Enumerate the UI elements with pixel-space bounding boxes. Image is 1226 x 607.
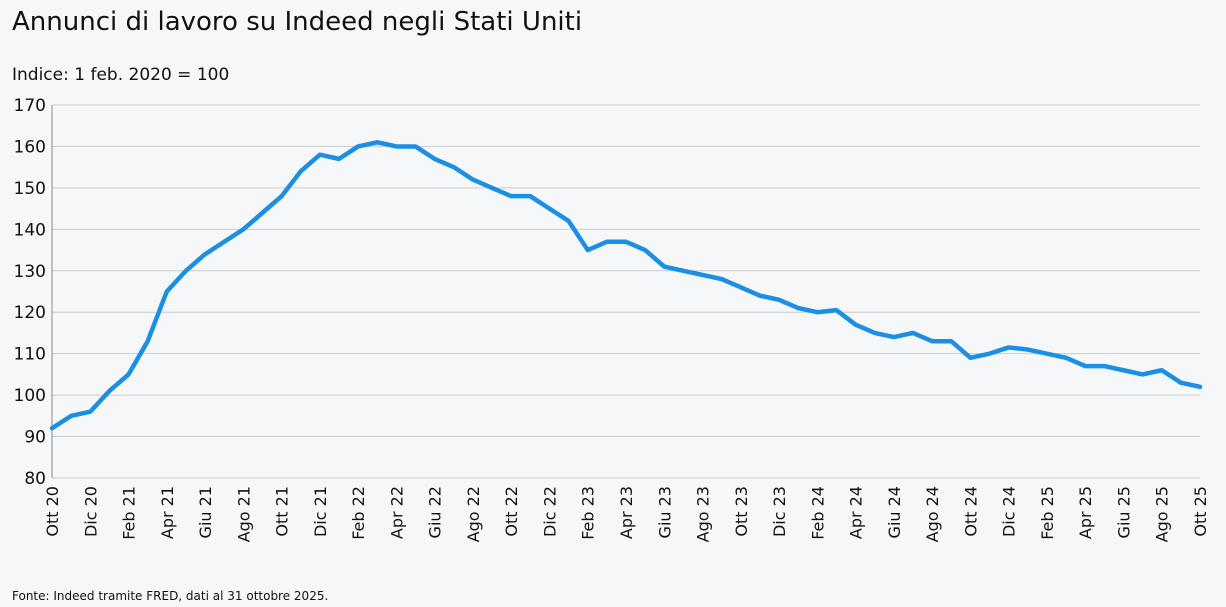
x-tick-label: Apr 24 xyxy=(847,486,866,539)
x-tick-label: Apr 22 xyxy=(387,486,406,539)
y-tick-label: 170 xyxy=(14,96,46,116)
x-tick-label: Dic 23 xyxy=(770,486,789,537)
y-tick-label: 130 xyxy=(14,262,46,282)
x-tick-label: Feb 23 xyxy=(579,486,598,540)
x-tick-label: Giu 23 xyxy=(655,486,674,538)
x-tick-label: Apr 25 xyxy=(1076,486,1095,539)
x-tick-label: Giu 24 xyxy=(885,486,904,538)
x-tick-label: Ott 20 xyxy=(43,486,62,537)
x-tick-label: Giu 25 xyxy=(1114,486,1133,538)
y-tick-label: 120 xyxy=(14,303,46,323)
y-tick-label: 110 xyxy=(14,345,46,365)
x-tick-label: Ago 21 xyxy=(234,486,253,542)
x-tick-label: Ott 22 xyxy=(502,486,521,537)
x-tick-label: Dic 20 xyxy=(81,486,100,537)
y-tick-label: 100 xyxy=(14,386,46,406)
x-tick-label: Ott 21 xyxy=(273,486,292,537)
data-line xyxy=(49,140,1203,431)
x-tick-label: Ott 24 xyxy=(961,486,980,537)
x-tick-label: Feb 25 xyxy=(1038,486,1057,540)
x-tick-label: Ago 23 xyxy=(694,486,713,542)
x-tick-label: Feb 21 xyxy=(120,486,139,540)
x-tick-label: Feb 24 xyxy=(808,486,827,540)
x-tick-label: Apr 21 xyxy=(158,486,177,539)
x-tick-label: Giu 22 xyxy=(426,486,445,538)
x-tick-label: Feb 22 xyxy=(349,486,368,540)
x-tick-label: Dic 22 xyxy=(540,486,559,537)
x-tick-label: Ago 22 xyxy=(464,486,483,542)
y-tick-label: 150 xyxy=(14,179,46,199)
source-note: Fonte: Indeed tramite FRED, dati al 31 o… xyxy=(12,589,328,603)
y-tick-label: 160 xyxy=(14,137,46,157)
chart-subtitle: Indice: 1 feb. 2020 = 100 xyxy=(12,65,229,85)
chart-title: Annunci di lavoro su Indeed negli Stati … xyxy=(12,7,582,37)
x-tick-label: Ago 24 xyxy=(923,486,942,542)
x-tick-label: Apr 23 xyxy=(617,486,636,539)
x-tick-label: Giu 21 xyxy=(196,486,215,538)
x-tick-label: Dic 21 xyxy=(311,486,330,537)
x-tick-label: Ago 25 xyxy=(1153,486,1172,542)
y-tick-label: 80 xyxy=(24,469,46,489)
y-tick-label: 90 xyxy=(24,428,46,448)
x-tick-label: Ott 23 xyxy=(732,486,751,537)
x-tick-label: Dic 24 xyxy=(1000,486,1019,537)
y-tick-label: 140 xyxy=(14,220,46,240)
x-tick-label: Ott 25 xyxy=(1191,486,1210,537)
